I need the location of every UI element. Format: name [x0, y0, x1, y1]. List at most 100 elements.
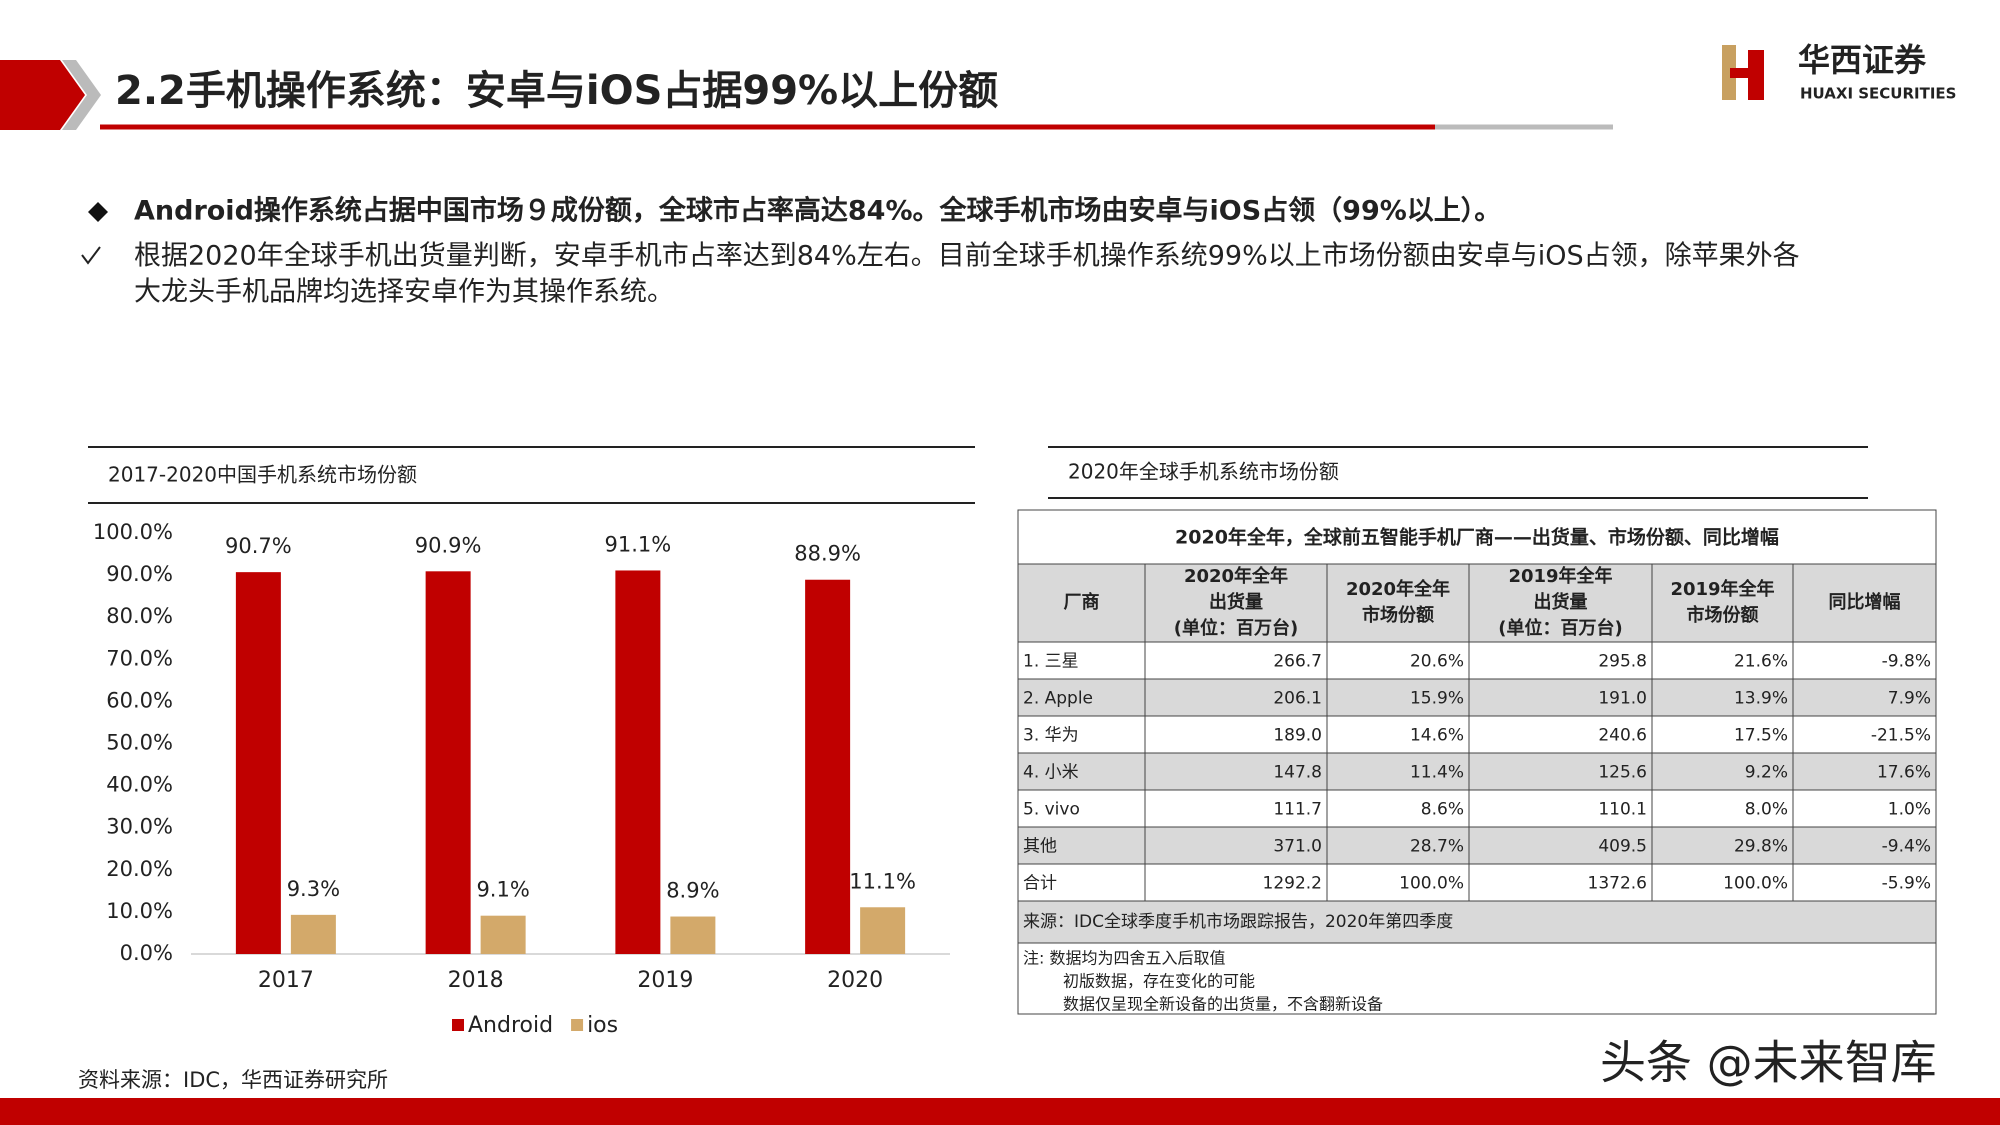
table-cell-text: 1372.6: [1588, 874, 1647, 894]
table-cell-text: 1. 三星: [1023, 652, 1079, 672]
logo-en: HUAXI SECURITIES: [1800, 85, 1956, 103]
table-cell: [1326, 678, 1470, 717]
table-note: 注: 数据均为四舍五入后取值: [1023, 949, 1225, 968]
table-cell: [1792, 563, 1937, 643]
table-section-title: 2020年全球手机系统市场份额: [1068, 460, 1339, 484]
column-header-line: 市场份额: [1687, 604, 1759, 626]
table-cell: [1468, 789, 1653, 828]
y-tick-label: 80.0%: [106, 604, 173, 628]
table-cell: [1792, 789, 1937, 828]
table-cell-text: 29.8%: [1734, 837, 1788, 857]
x-tick-label: 2018: [448, 968, 504, 993]
bar: [860, 907, 906, 954]
table-cell: [1468, 678, 1653, 717]
legend-swatch: [452, 1019, 464, 1031]
table-cell: [1144, 563, 1328, 643]
table-cell: [1651, 715, 1794, 754]
table-cell: [1468, 715, 1653, 754]
legend-swatch: [571, 1019, 584, 1031]
table-cell-text: 266.7: [1273, 652, 1322, 672]
table-cell-text: 其他: [1023, 837, 1057, 857]
table-cell-text: 4. 小米: [1023, 763, 1079, 783]
table-cell: [1144, 641, 1328, 680]
table-cell: [1144, 678, 1328, 717]
y-tick-label: 50.0%: [106, 731, 173, 755]
table-cell-text: 14.6%: [1410, 726, 1464, 746]
bar: [805, 579, 851, 954]
table-cell: [1017, 863, 1146, 902]
bar: [235, 572, 281, 954]
table-cell-text: 合计: [1023, 874, 1057, 894]
table-cell-text: -9.8%: [1882, 652, 1931, 672]
table-cell-text: 8.6%: [1421, 800, 1464, 820]
table-cell-text: 295.8: [1598, 652, 1647, 672]
table-cell-text: 191.0: [1598, 689, 1647, 709]
bullet-text: 根据2020年全球手机出货量判断，安卓手机市占率达到84%左右。目前全球手机操作…: [134, 241, 1800, 272]
table-cell-text: 110.1: [1598, 800, 1647, 820]
table-cell: [1792, 826, 1937, 865]
y-tick-label: 90.0%: [106, 562, 173, 586]
footer-source: 资料来源：IDC，华西证券研究所: [78, 1068, 388, 1092]
table-cell-text: 5. vivo: [1023, 800, 1080, 820]
y-tick-label: 20.0%: [106, 857, 173, 881]
table-cell: [1651, 563, 1794, 643]
logo-cn: 华西证券: [1798, 41, 1927, 79]
table-cell: [1326, 563, 1470, 643]
table-cell-text: -9.4%: [1882, 837, 1931, 857]
table-cell-text: 13.9%: [1734, 689, 1788, 709]
table-cell: [1017, 789, 1146, 828]
table-cell-text: 21.6%: [1734, 652, 1788, 672]
table-cell-text: 147.8: [1273, 763, 1322, 783]
column-header-line: 厂商: [1064, 591, 1100, 613]
y-tick-label: 0.0%: [120, 941, 173, 965]
column-header-line: 2019年全年: [1670, 578, 1774, 600]
table-cell: [1017, 509, 1937, 565]
table-cell-text: 11.4%: [1410, 763, 1464, 783]
y-tick-label: 10.0%: [106, 899, 173, 923]
table-cell-text: 1292.2: [1263, 874, 1322, 894]
logo-mark: [1722, 45, 1764, 100]
table-cell-text: 15.9%: [1410, 689, 1464, 709]
bar: [480, 915, 526, 954]
bar: [290, 914, 336, 954]
table-cell: [1017, 563, 1146, 643]
legend-label: ios: [587, 1013, 618, 1038]
column-header: 同比增幅: [1829, 591, 1901, 613]
watermark: 头条 @未来智库: [1600, 1036, 1937, 1090]
table-source: 来源：IDC全球季度手机市场跟踪报告，2020年第四季度: [1023, 912, 1453, 932]
data-label: 11.1%: [849, 869, 916, 893]
table-cell: [1792, 752, 1937, 791]
chart-title: 2017-2020中国手机系统市场份额: [108, 463, 417, 487]
bar: [425, 571, 471, 954]
table-cell-text: 17.5%: [1734, 726, 1788, 746]
table-cell: [1017, 641, 1146, 680]
table-cell: [1792, 863, 1937, 902]
table-cell-text: 125.6: [1598, 763, 1647, 783]
x-tick-label: 2019: [637, 968, 693, 993]
column-header-line: 同比增幅: [1829, 591, 1901, 613]
data-label: 9.3%: [287, 877, 340, 901]
x-tick-label: 2017: [258, 968, 314, 993]
y-tick-label: 70.0%: [106, 646, 173, 670]
table-cell: [1792, 641, 1937, 680]
data-label: 9.1%: [476, 878, 529, 902]
table-cell-text: 17.6%: [1877, 763, 1931, 783]
y-tick-label: 100.0%: [93, 520, 173, 544]
table-cell: [1017, 752, 1146, 791]
data-label: 88.9%: [794, 542, 861, 566]
table-cell-text: 111.7: [1273, 800, 1322, 820]
column-header-line: 市场份额: [1362, 604, 1434, 626]
table-cell-text: 2. Apple: [1023, 689, 1093, 709]
table-cell-text: 100.0%: [1399, 874, 1464, 894]
bar: [670, 916, 716, 954]
data-label: 8.9%: [666, 879, 719, 903]
table-cell: [1326, 863, 1470, 902]
y-tick-label: 60.0%: [106, 688, 173, 712]
legend-label: Android: [468, 1013, 553, 1038]
table-cell-text: -21.5%: [1871, 726, 1931, 746]
header-chevron: [0, 60, 85, 130]
table-cell-text: 28.7%: [1410, 837, 1464, 857]
data-label: 90.7%: [225, 534, 292, 558]
y-tick-label: 40.0%: [106, 773, 173, 797]
